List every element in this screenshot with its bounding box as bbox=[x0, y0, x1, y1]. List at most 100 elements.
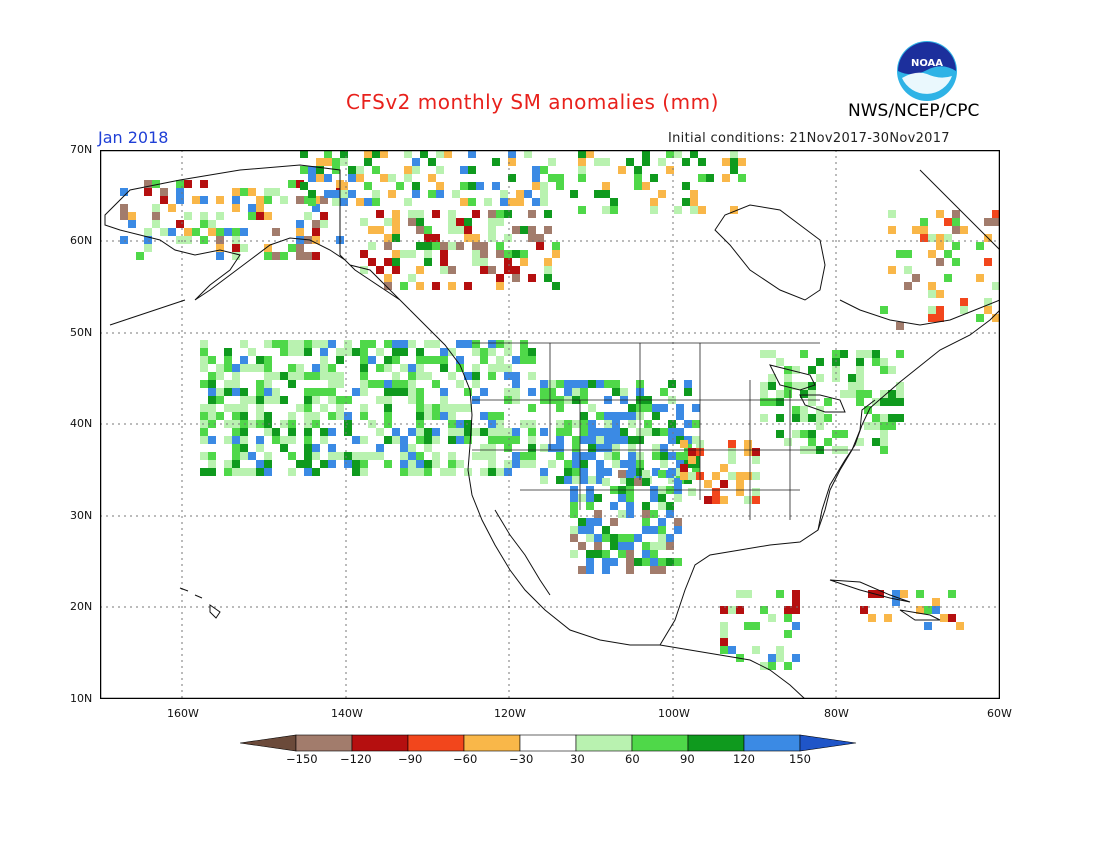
anomaly-cell bbox=[650, 550, 658, 558]
anomaly-cell bbox=[520, 258, 528, 266]
anomaly-cell bbox=[200, 404, 208, 412]
anomaly-cell bbox=[504, 250, 512, 258]
anomaly-cell bbox=[888, 210, 896, 218]
anomaly-cell bbox=[320, 428, 328, 436]
anomaly-cell bbox=[392, 234, 400, 242]
anomaly-cell bbox=[408, 460, 416, 468]
anomaly-cell bbox=[432, 412, 440, 420]
colorbar-swatch bbox=[295, 734, 353, 752]
anomaly-cell bbox=[424, 436, 432, 444]
anomaly-cell bbox=[216, 388, 224, 396]
anomaly-cell bbox=[848, 390, 856, 398]
anomaly-cell bbox=[404, 198, 412, 206]
anomaly-cell bbox=[618, 494, 626, 502]
anomaly-cell bbox=[344, 396, 352, 404]
anomaly-cell bbox=[540, 182, 548, 190]
anomaly-cell bbox=[376, 210, 384, 218]
anomaly-cell bbox=[936, 290, 944, 298]
anomaly-cell bbox=[436, 150, 444, 158]
anomaly-cell bbox=[300, 166, 308, 174]
anomaly-cell bbox=[432, 460, 440, 468]
anomaly-cell bbox=[464, 340, 472, 348]
anomaly-cell bbox=[496, 282, 504, 290]
anomaly-cell bbox=[224, 364, 232, 372]
anomaly-cell bbox=[564, 468, 572, 476]
anomaly-cell bbox=[504, 388, 512, 396]
anomaly-cell bbox=[208, 460, 216, 468]
anomaly-cell bbox=[860, 606, 868, 614]
anomaly-cell bbox=[612, 460, 620, 468]
anomaly-cell bbox=[304, 452, 312, 460]
anomaly-cell bbox=[392, 258, 400, 266]
anomaly-cell bbox=[540, 444, 548, 452]
anomaly-cell bbox=[544, 226, 552, 234]
anomaly-cell bbox=[360, 372, 368, 380]
anomaly-cell bbox=[602, 190, 610, 198]
anomaly-cell bbox=[564, 388, 572, 396]
anomaly-cell bbox=[460, 166, 468, 174]
anomaly-cell bbox=[896, 414, 904, 422]
anomaly-cell bbox=[776, 358, 784, 366]
anomaly-cell bbox=[288, 380, 296, 388]
anomaly-cell bbox=[556, 174, 564, 182]
anomaly-cell bbox=[408, 380, 416, 388]
anomaly-cell bbox=[520, 226, 528, 234]
anomaly-cell bbox=[200, 364, 208, 372]
anomaly-cell bbox=[256, 436, 264, 444]
anomaly-cell bbox=[472, 364, 480, 372]
anomaly-cell bbox=[952, 210, 960, 218]
anomaly-cell bbox=[264, 252, 272, 260]
anomaly-cell bbox=[628, 420, 636, 428]
anomaly-cell bbox=[880, 366, 888, 374]
anomaly-cell bbox=[356, 198, 364, 206]
anomaly-cell bbox=[320, 340, 328, 348]
anomaly-cell bbox=[416, 460, 424, 468]
anomaly-cell bbox=[344, 340, 352, 348]
anomaly-cell bbox=[464, 404, 472, 412]
lat-label-20n: 20N bbox=[70, 600, 93, 613]
anomaly-cell bbox=[232, 404, 240, 412]
anomaly-cell bbox=[650, 198, 658, 206]
anomaly-cell bbox=[784, 630, 792, 638]
anomaly-cell bbox=[408, 428, 416, 436]
colorbar bbox=[240, 734, 857, 752]
anomaly-cell bbox=[472, 380, 480, 388]
anomaly-cell bbox=[508, 174, 516, 182]
anomaly-cell bbox=[618, 542, 626, 550]
anomaly-cell bbox=[544, 266, 552, 274]
anomaly-cell bbox=[400, 364, 408, 372]
anomaly-cell bbox=[578, 206, 586, 214]
anomaly-cell bbox=[472, 258, 480, 266]
anomaly-cell bbox=[360, 452, 368, 460]
anomaly-cell bbox=[728, 440, 736, 448]
lon-label-160w: 160W bbox=[167, 707, 199, 720]
anomaly-cell bbox=[808, 430, 816, 438]
anomaly-cell bbox=[658, 526, 666, 534]
anomaly-cell bbox=[432, 452, 440, 460]
anomaly-cell bbox=[504, 372, 512, 380]
anomaly-cell bbox=[432, 356, 440, 364]
anomaly-cell bbox=[628, 460, 636, 468]
anomaly-cell bbox=[816, 422, 824, 430]
anomaly-cell bbox=[692, 404, 700, 412]
anomaly-cell bbox=[488, 234, 496, 242]
anomaly-cell bbox=[674, 150, 682, 158]
anomaly-cell bbox=[352, 348, 360, 356]
anomaly-cell bbox=[928, 314, 936, 322]
anomaly-cell bbox=[312, 204, 320, 212]
anomaly-cell bbox=[626, 558, 634, 566]
anomaly-cell bbox=[586, 558, 594, 566]
anomaly-cell bbox=[520, 452, 528, 460]
anomaly-cell bbox=[488, 452, 496, 460]
anomaly-cell bbox=[588, 436, 596, 444]
anomaly-cell bbox=[288, 436, 296, 444]
anomaly-cell bbox=[464, 226, 472, 234]
anomaly-cell bbox=[416, 210, 424, 218]
anomaly-cell bbox=[626, 550, 634, 558]
anomaly-cell bbox=[200, 212, 208, 220]
anomaly-cell bbox=[416, 226, 424, 234]
anomaly-cell bbox=[944, 274, 952, 282]
anomaly-cell bbox=[440, 388, 448, 396]
anomaly-cell bbox=[208, 396, 216, 404]
anomaly-cell bbox=[440, 356, 448, 364]
